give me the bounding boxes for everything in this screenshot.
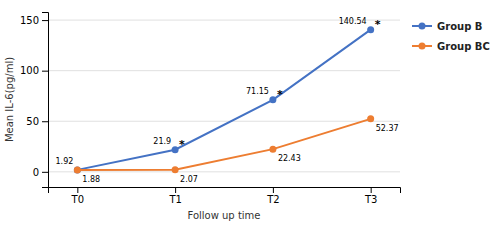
x-tick-mark	[371, 187, 372, 193]
grid	[48, 20, 400, 172]
point	[172, 146, 179, 153]
x-tick-mark	[273, 187, 274, 193]
y-tick-label: 0	[33, 167, 39, 178]
y-axis: 0 50 100 150	[20, 13, 49, 188]
data-label: 1.88	[82, 175, 100, 184]
data-label: 21.9	[153, 137, 171, 146]
grid-line	[48, 121, 400, 122]
data-labels: 1.92 21.9 71.15 140.54 1.88 2.07 22.43 52.37	[56, 17, 399, 184]
data-label: 52.37	[376, 124, 399, 133]
x-tick-label: T2	[266, 194, 279, 205]
data-label: 71.15	[246, 87, 269, 96]
legend-marker	[419, 43, 426, 50]
data-label: 22.43	[278, 154, 301, 163]
y-tick-label: 150	[20, 15, 39, 26]
point	[74, 166, 81, 173]
y-tick: 0	[33, 167, 48, 178]
series-points	[74, 26, 374, 173]
y-axis-line	[42, 13, 49, 188]
plot-area	[74, 26, 374, 173]
annotation: *	[375, 18, 381, 31]
series-line	[77, 30, 370, 170]
x-axis: T0 T1 T2 T3	[49, 187, 401, 205]
x-tick: T3	[364, 187, 377, 205]
x-tick: T1	[168, 187, 181, 205]
y-tick-label: 50	[26, 116, 39, 127]
point	[269, 146, 276, 153]
annotation: *	[277, 88, 283, 101]
annotations: * * *	[179, 18, 381, 151]
x-tick: T0	[71, 187, 84, 205]
x-tick-label: T1	[168, 194, 181, 205]
x-tick-label: T0	[71, 194, 84, 205]
y-tick: 100	[20, 65, 48, 76]
legend-label: Group B	[437, 21, 482, 32]
x-tick-mark	[175, 187, 176, 193]
y-tick: 150	[20, 15, 48, 26]
series-points	[74, 115, 374, 173]
legend: Group B Group BC	[412, 21, 490, 52]
point	[172, 166, 179, 173]
y-tick-mark	[42, 121, 48, 122]
x-axis-line	[49, 188, 401, 194]
y-tick: 50	[26, 116, 48, 127]
y-tick-mark	[42, 172, 48, 173]
legend-item: Group BC	[412, 41, 490, 52]
y-tick-label: 100	[20, 65, 39, 76]
point	[367, 26, 374, 33]
legend-item: Group B	[412, 21, 482, 32]
chart: 0 50 100 150 T0 T1 T2 T3 Mean IL-6(pg/ml) Follow …	[0, 0, 500, 225]
legend-label: Group BC	[437, 41, 490, 52]
legend-marker	[419, 23, 426, 30]
x-tick: T2	[266, 187, 279, 205]
point	[367, 115, 374, 122]
data-label: 1.92	[56, 157, 74, 166]
data-label: 2.07	[180, 175, 198, 184]
annotation: *	[179, 138, 185, 151]
grid-line	[48, 70, 400, 71]
point	[269, 96, 276, 103]
x-tick-label: T3	[364, 194, 377, 205]
x-tick-mark	[77, 187, 78, 193]
data-label: 140.54	[339, 17, 367, 26]
y-tick-mark	[42, 71, 48, 72]
grid-line	[48, 171, 400, 172]
y-tick-mark	[42, 20, 48, 21]
x-axis-title: Follow up time	[187, 210, 260, 221]
y-axis-title: Mean IL-6(pg/ml)	[4, 57, 15, 142]
point	[74, 166, 81, 173]
series-line	[77, 119, 370, 170]
